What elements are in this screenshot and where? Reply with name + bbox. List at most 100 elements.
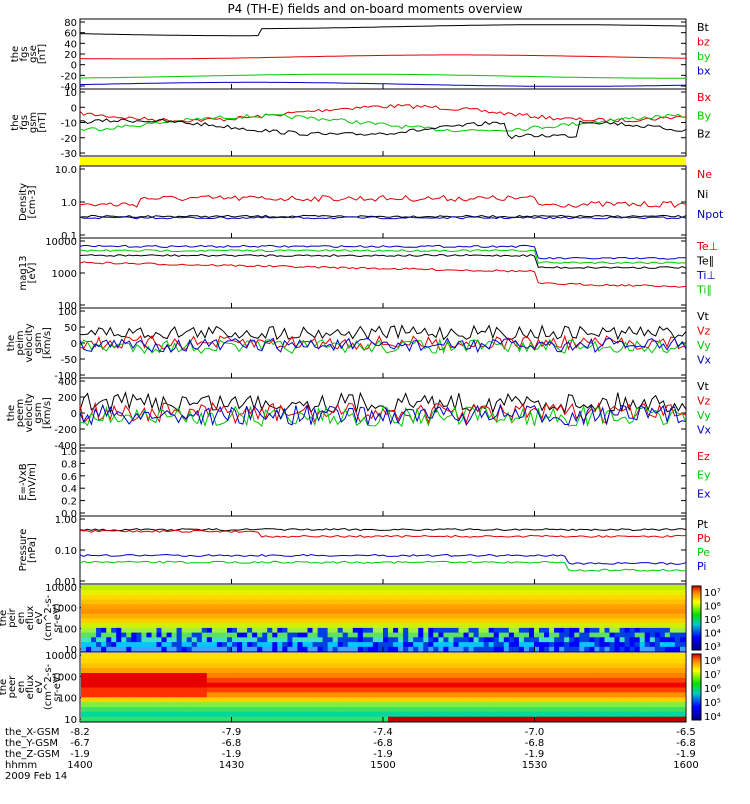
spectrogram-cell (262, 667, 268, 673)
spectrogram-cell (523, 613, 530, 619)
spectrogram-cell (126, 589, 132, 595)
spectrogram-cell (393, 691, 399, 698)
spectrogram-cell (639, 603, 646, 610)
spectrogram-cell (609, 599, 616, 605)
spectrogram-cell (161, 613, 168, 619)
spectrogram-cell (498, 585, 505, 591)
spectrogram-cell (287, 618, 293, 624)
spectrogram-cell (287, 672, 293, 678)
spectrogram-cell (413, 613, 419, 619)
spectrogram-cell (659, 627, 666, 633)
spectrogram-cell (196, 599, 203, 605)
spectrogram-cell (101, 603, 107, 610)
spectrogram-cell (433, 687, 439, 693)
spectrogram-cell (503, 589, 510, 595)
spectrogram-cell (332, 622, 339, 628)
spectrogram-cell (156, 622, 163, 628)
spectrogram-cell (408, 646, 414, 652)
spectrogram-cell (388, 599, 394, 605)
spectrogram-cell (81, 641, 87, 647)
spectrogram-cell (413, 706, 419, 712)
spectrogram-cell (518, 667, 525, 673)
spectrogram-cell (242, 627, 248, 633)
spectrogram-cell (659, 687, 666, 693)
spectrogram-cell (116, 603, 122, 610)
spectrogram-cell (523, 667, 530, 673)
spectrogram-cell (101, 613, 107, 619)
spectrogram-cell (614, 667, 621, 673)
spectrogram-cell (161, 599, 168, 605)
y-tick-label: 10 (64, 88, 77, 99)
trace-Ni (79, 214, 687, 218)
spectrogram-cell (609, 687, 616, 693)
spectrogram-cell (136, 627, 142, 633)
spectrogram-cell (674, 622, 681, 628)
spectrogram-cell (101, 696, 107, 703)
spectrogram-cell (634, 677, 641, 683)
spectrogram-cell (357, 696, 364, 703)
spectrogram-cell (564, 632, 570, 638)
spectrogram-cell (654, 701, 661, 707)
spectrogram-cell (307, 618, 314, 624)
spectrogram-cell (91, 627, 97, 633)
spectrogram-cell (106, 608, 112, 614)
spectrogram-cell (634, 682, 641, 688)
spectrogram-cell (644, 653, 651, 659)
spectrogram-cell (544, 657, 550, 664)
y-axis-label: eflux (25, 675, 36, 700)
spectrogram-cell (438, 627, 444, 633)
spectrogram-cell (237, 691, 243, 698)
spectrogram-cell (554, 622, 560, 628)
spectrogram-cell (86, 706, 92, 712)
spectrogram-cell (352, 653, 359, 659)
spectrogram-cell (639, 636, 646, 643)
spectrogram-cell (206, 662, 213, 669)
spectrogram-cell (614, 589, 621, 595)
spectrogram-cell (564, 646, 570, 652)
spectrogram-cell (564, 682, 570, 688)
spectrogram-cell (131, 667, 137, 673)
spectrogram-cell (106, 636, 112, 643)
spectrogram-cell (393, 641, 399, 647)
spectrogram-cell (221, 657, 228, 664)
spectrogram-cell (272, 603, 278, 610)
spectrogram-cell (589, 696, 595, 703)
y-tick-label: 0 (71, 339, 77, 350)
spectrogram-cell (151, 613, 158, 619)
spectrogram-cell (221, 711, 228, 717)
spectrogram-cell (609, 608, 616, 614)
spectrogram-cell (171, 667, 178, 673)
spectrogram-cell (518, 687, 525, 693)
spectrogram-cell (181, 613, 188, 619)
spectrogram-cell (559, 696, 565, 703)
spectrogram-cell (518, 682, 525, 688)
spectrogram-cell (121, 653, 127, 659)
spectrogram-cell (584, 585, 590, 591)
spectrogram-cell (206, 636, 213, 643)
spectrogram-cell (448, 662, 454, 669)
spectrogram-cell (680, 667, 686, 673)
spectrogram-cell (151, 627, 158, 633)
spectrogram-cell (549, 691, 555, 698)
spectrogram-cell (680, 622, 686, 628)
spectrogram-cell (372, 641, 379, 647)
spectrogram-cell (448, 687, 454, 693)
spectrogram-cell (518, 613, 525, 619)
y-axis-label: gsm (33, 332, 44, 353)
spectrogram-cell (554, 687, 560, 693)
spectrogram-cell (569, 711, 575, 717)
spectrogram-cell (96, 585, 102, 591)
spectrogram-cell (247, 677, 253, 683)
spectrogram-cell (544, 682, 550, 688)
spectrogram-cell (599, 682, 605, 688)
spectrogram-cell (654, 696, 661, 703)
spectrogram-cell (403, 677, 409, 683)
spectrogram-cell (297, 594, 303, 600)
spectrogram-cell (549, 662, 555, 669)
spectrogram-cell (483, 594, 490, 600)
spectrogram-cell (156, 691, 163, 698)
y-tick-label: -100 (54, 371, 77, 382)
spectrogram-cell (418, 696, 424, 703)
spectrogram-cell (237, 594, 243, 600)
spectrogram-cell (659, 716, 666, 722)
